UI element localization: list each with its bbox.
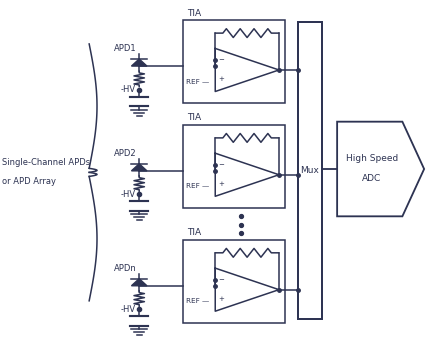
Polygon shape (131, 279, 147, 286)
Text: TIA: TIA (187, 8, 201, 18)
Text: REF —: REF — (186, 79, 209, 84)
Bar (182, 240, 284, 323)
Text: TIA: TIA (187, 113, 201, 122)
Text: TIA: TIA (187, 228, 201, 237)
Bar (182, 125, 284, 208)
Text: Single-Channel APDs: Single-Channel APDs (2, 159, 90, 167)
Polygon shape (131, 164, 147, 171)
Text: +: + (217, 76, 224, 82)
Bar (297, 22, 321, 319)
Text: High Speed: High Speed (345, 154, 397, 163)
Text: APDn: APDn (114, 264, 137, 273)
Text: −: − (217, 162, 224, 168)
Text: Mux: Mux (300, 166, 319, 175)
Text: +: + (217, 181, 224, 187)
Text: or APD Array: or APD Array (2, 177, 56, 186)
Text: +: + (217, 296, 224, 302)
Text: APD1: APD1 (114, 44, 137, 53)
Polygon shape (131, 59, 147, 66)
Text: −: − (217, 277, 224, 283)
Text: ADC: ADC (362, 174, 381, 183)
Bar (182, 20, 284, 103)
Text: -HV: -HV (120, 190, 135, 199)
Text: -HV: -HV (120, 85, 135, 94)
Text: REF —: REF — (186, 298, 209, 304)
Text: REF —: REF — (186, 184, 209, 189)
Text: −: − (217, 57, 224, 64)
Text: APD2: APD2 (114, 149, 137, 158)
Text: -HV: -HV (120, 305, 135, 314)
